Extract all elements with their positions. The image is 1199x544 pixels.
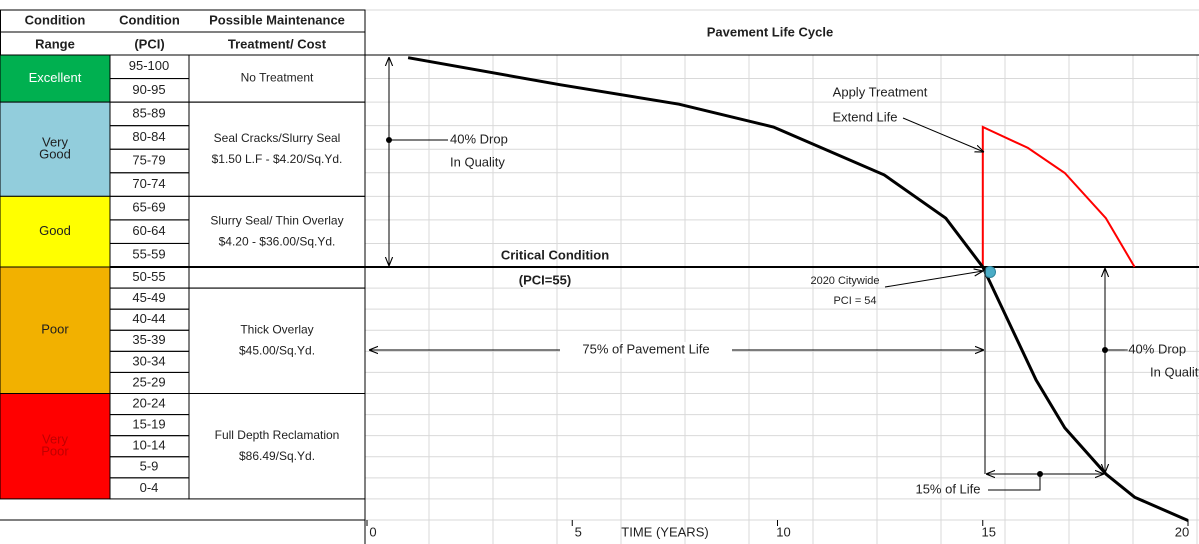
x-tick-label: 15 <box>982 524 996 539</box>
treatment-text: $86.49/Sq.Yd. <box>239 449 315 463</box>
pci-label: 30-34 <box>132 353 165 368</box>
header-text: Possible Maintenance <box>209 12 345 27</box>
pci-label: 10-14 <box>132 438 165 453</box>
treatment-text: No Treatment <box>241 71 314 85</box>
treatment-text: Thick Overlay <box>240 322 313 336</box>
treatment-text: Slurry Seal/ Thin Overlay <box>210 213 343 227</box>
treatment-text: $45.00/Sq.Yd. <box>239 343 315 357</box>
pci-label: 25-29 <box>132 374 165 389</box>
range-cell <box>0 266 111 394</box>
curve <box>407 56 1189 522</box>
leader <box>902 117 984 152</box>
range-label: Excellent <box>29 70 82 85</box>
pci-label: 95-100 <box>129 58 169 73</box>
pci-label: 75-79 <box>132 152 165 167</box>
range-label: Very <box>42 135 69 150</box>
x-tick-label: 10 <box>776 524 790 539</box>
chart-title: Pavement Life Cycle <box>707 24 833 39</box>
annotation: Extend Life <box>832 109 897 124</box>
header-text: Condition <box>119 12 180 27</box>
pci-label: 90-95 <box>132 82 165 97</box>
annotation: -40% Drop <box>1124 341 1186 356</box>
range-label: Good <box>39 223 71 238</box>
annotation: 40% Drop <box>450 131 508 146</box>
annotation: 2020 Citywide <box>810 275 879 287</box>
leader <box>988 474 1041 491</box>
treatment-cell <box>188 195 366 268</box>
treatment-text: Full Depth Reclamation <box>215 428 340 442</box>
pci-label: 65-69 <box>132 200 165 215</box>
annotation: Critical Condition <box>501 247 609 262</box>
leader <box>884 271 983 288</box>
annotation: PCI = 54 <box>833 295 876 307</box>
pci-label: 50-55 <box>132 269 165 284</box>
pci-label: 85-89 <box>132 105 165 120</box>
pci-label: 40-44 <box>132 311 165 326</box>
life-cycle-chart: Pavement Life Cycle TIME (YEARS) 0 5 10 15 20 4… <box>110 24 1199 539</box>
x-tick-label: 0 <box>369 524 376 539</box>
header-text: Condition <box>25 12 86 27</box>
annotation: 15% of Life <box>915 481 980 496</box>
header-text: Range <box>35 36 75 51</box>
range-label: Poor <box>41 322 69 337</box>
condition-table: Condition Range Condition (PCI) Possible Mai… <box>0 9 1199 544</box>
pci-label: 5-9 <box>140 459 159 474</box>
treatment-cell <box>188 393 366 500</box>
range-cell <box>0 393 111 500</box>
x-axis-label: TIME (YEARS) <box>621 524 708 539</box>
header-text: (PCI) <box>134 36 164 51</box>
pci-label: 60-64 <box>132 223 165 238</box>
label-bg <box>560 342 732 358</box>
annotation: (PCI=55) <box>519 272 571 287</box>
treatment-text: Seal Cracks/Slurry Seal <box>214 131 341 145</box>
pci-label: 15-19 <box>132 417 165 432</box>
annotation: 75% of Pavement Life <box>582 341 709 356</box>
treatment-curve <box>981 125 1136 268</box>
pci-label: 20-24 <box>132 395 165 410</box>
range-cell <box>0 54 111 103</box>
treatment-text: $4.20 - $36.00/Sq.Yd. <box>219 234 336 248</box>
pci-label: 0-4 <box>140 480 159 495</box>
treatment-cell <box>188 266 366 289</box>
header-text: Treatment/ Cost <box>228 36 327 51</box>
x-tick-label: 5 <box>575 524 582 539</box>
pci-label: 80-84 <box>132 129 165 144</box>
pci-label: 70-74 <box>132 176 165 191</box>
annotation: In Quality <box>1150 364 1199 379</box>
range-label: Poor <box>41 444 69 459</box>
annotation: Apply Treatment <box>833 84 928 99</box>
pci-label: 55-59 <box>132 247 165 262</box>
annotation: In Quality <box>450 154 505 169</box>
treatment-text: $1.50 L.F - $4.20/Sq.Yd. <box>212 152 343 166</box>
range-label: Very <box>42 432 69 447</box>
pci-label: 45-49 <box>132 290 165 305</box>
current-pci-point <box>984 266 996 278</box>
x-tick-label: 20 <box>1175 524 1189 539</box>
pci-label: 35-39 <box>132 332 165 347</box>
treatment-cell <box>188 101 366 197</box>
treatment-cell <box>188 287 366 395</box>
range-label: Good <box>39 147 71 162</box>
